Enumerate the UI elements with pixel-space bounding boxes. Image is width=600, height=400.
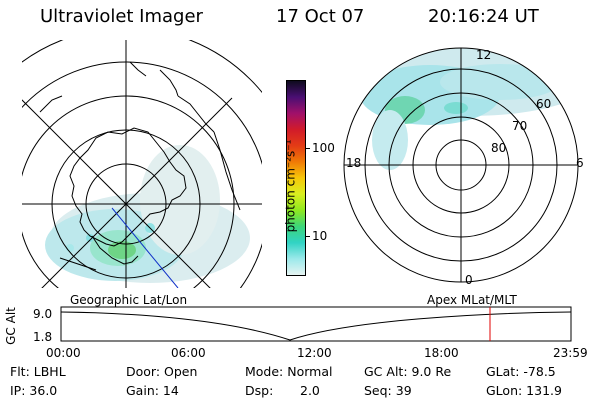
altitude-ylabel: GC Alt — [3, 307, 18, 345]
info-ip: IP: 36.0 — [10, 383, 58, 398]
colorbar-tick-mark — [305, 236, 310, 237]
info-glon: GLon: 131.9 — [486, 383, 562, 398]
info-mode: Mode: Normal — [245, 364, 333, 379]
altitude-ytick-high: 9.0 — [33, 307, 53, 321]
info-gain: Gain: 14 — [126, 383, 179, 398]
colorbar-tick-10: 10 — [312, 229, 328, 243]
mlat-label-70: 70 — [512, 119, 528, 133]
mlt-label-12: 12 — [476, 48, 492, 62]
time-tick-0600: 06:00 — [171, 346, 206, 360]
altitude-ytick-low: 1.8 — [33, 330, 53, 344]
colorbar-tick-mark — [305, 148, 310, 149]
mlt-label-18: 18 — [346, 156, 362, 170]
geo-panel-label: Geographic Lat/Lon — [70, 293, 188, 307]
magnetic-polar-panel — [343, 47, 579, 283]
time-tick-1800: 18:00 — [424, 346, 459, 360]
time-tick-1200: 12:00 — [297, 346, 332, 360]
info-dsp-value: 2.0 — [300, 383, 320, 398]
colorbar-label: photon cm⁻²s⁻¹ — [283, 139, 298, 233]
time-tick-2359: 23:59 — [553, 346, 588, 360]
mlat-label-60: 60 — [536, 97, 552, 111]
info-seq: Seq: 39 — [364, 383, 412, 398]
auroral-emission-geo — [45, 145, 250, 283]
mag-panel-label: Apex MLat/MLT — [427, 293, 517, 307]
altitude-curve — [60, 311, 572, 341]
auroral-emission-mag — [345, 48, 578, 170]
info-gcalt: GC Alt: 9.0 Re — [364, 364, 452, 379]
info-glat: GLat: -78.5 — [486, 364, 556, 379]
mlat-label-80: 80 — [491, 141, 507, 155]
info-flt: Flt: LBHL — [10, 364, 66, 379]
date-label: 17 Oct 07 — [276, 6, 365, 27]
instrument-title: Ultraviolet Imager — [40, 6, 203, 27]
mlt-label-6: 6 — [576, 156, 584, 170]
geographic-polar-panel — [22, 40, 262, 288]
coastline-outline — [39, 61, 241, 271]
colorbar — [286, 80, 306, 276]
colorbar-tick-100: 100 — [312, 141, 335, 155]
altitude-timeline — [60, 306, 572, 342]
info-door: Door: Open — [126, 364, 198, 379]
mlt-label-0: 0 — [465, 273, 473, 287]
time-label: 20:16:24 UT — [428, 6, 539, 27]
info-dsp-label: Dsp: — [245, 383, 274, 398]
magnetic-meridian-line — [111, 207, 179, 288]
time-tick-0000: 00:00 — [46, 346, 81, 360]
